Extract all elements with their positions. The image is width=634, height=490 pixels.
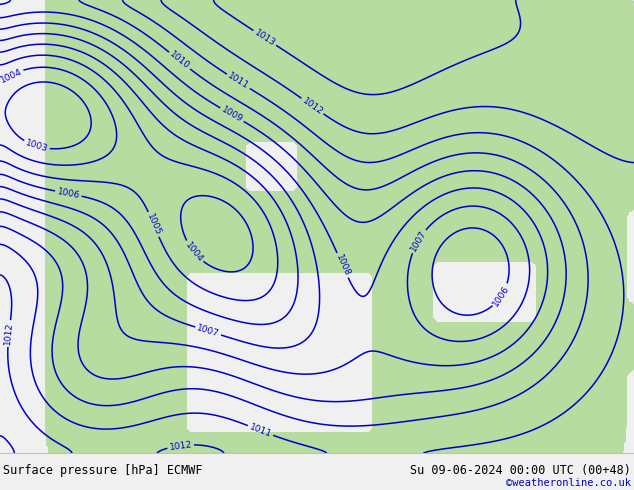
Text: 1011: 1011 (248, 422, 273, 439)
Text: 1012: 1012 (301, 96, 325, 117)
Text: 1012: 1012 (3, 321, 15, 345)
Text: 1005: 1005 (145, 212, 162, 237)
Text: 1004: 1004 (0, 67, 23, 85)
Text: 1004: 1004 (183, 240, 205, 264)
Text: 1007: 1007 (196, 323, 221, 339)
Text: 1009: 1009 (220, 105, 244, 124)
Text: 1013: 1013 (252, 28, 277, 48)
Text: 1007: 1007 (408, 229, 428, 253)
Text: 1010: 1010 (168, 50, 191, 72)
Text: 1003: 1003 (24, 138, 49, 154)
Text: ©weatheronline.co.uk: ©weatheronline.co.uk (506, 478, 631, 488)
Text: 1012: 1012 (169, 440, 193, 452)
Text: 1006: 1006 (56, 187, 81, 200)
Text: Su 09-06-2024 00:00 UTC (00+48): Su 09-06-2024 00:00 UTC (00+48) (410, 464, 631, 477)
Text: 1006: 1006 (491, 284, 512, 308)
Text: 1011: 1011 (226, 72, 250, 91)
Text: Surface pressure [hPa] ECMWF: Surface pressure [hPa] ECMWF (3, 464, 203, 477)
Text: 1008: 1008 (333, 253, 351, 278)
